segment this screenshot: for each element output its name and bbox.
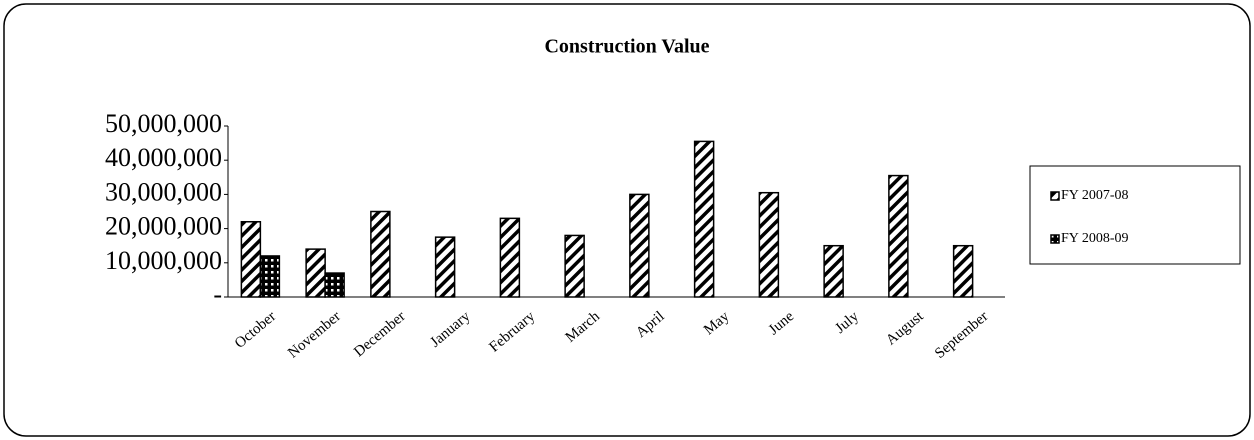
bar [499,217,521,298]
bar [758,191,780,298]
y-tick-label: 20,000,000 [105,212,222,241]
bar [240,221,262,298]
y-tick-label: 30,000,000 [105,177,222,206]
bar [693,140,715,298]
bar [629,193,650,298]
bar [952,244,974,298]
y-tick-label: - [213,280,222,309]
bar [823,244,844,298]
legend-swatch [1050,234,1060,244]
y-tick-label: 10,000,000 [105,246,222,275]
legend-label: FY 2008-09 [1061,231,1129,246]
bar [259,255,281,298]
chart-border [3,3,1251,437]
legend [1029,165,1241,265]
bar [564,234,585,298]
bar [370,210,391,298]
y-tick-label: 40,000,000 [105,143,222,172]
bar [888,174,909,298]
bar [324,272,345,298]
legend-label: FY 2007-08 [1061,188,1129,203]
y-tick-label: 50,000,000 [105,109,222,138]
legend-swatch [1050,191,1060,201]
chart-title: Construction Value [544,36,709,58]
bar [305,248,326,298]
bar [434,236,456,298]
